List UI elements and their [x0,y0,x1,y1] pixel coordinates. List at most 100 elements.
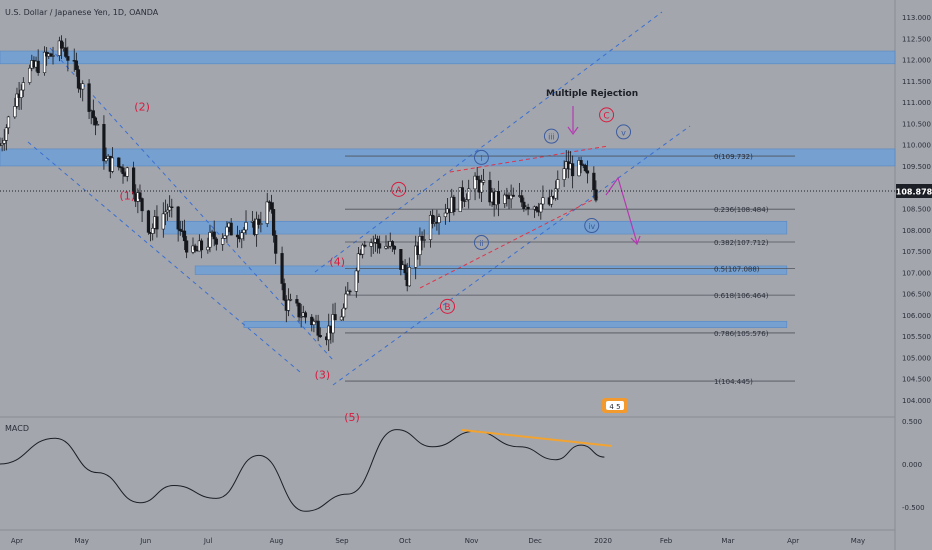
candle-body [339,316,344,321]
wave-label: (5) [344,411,360,424]
candle-body [585,170,590,174]
price-tick-label: 112.500 [902,35,931,43]
candle-body [49,53,53,57]
candle-body [418,236,422,256]
time-tick-label: Jun [139,537,151,545]
candle-body [74,60,78,71]
price-tick-label: 106.500 [902,291,931,299]
candle-body [390,241,394,247]
lower-channel-line[interactable] [332,125,691,386]
candle-body [2,140,6,144]
candle-body [522,201,526,209]
macd-line[interactable] [0,429,605,512]
candle-body [64,47,68,57]
time-tick-label: Apr [11,537,23,545]
macd-tick-label: 0.000 [902,461,922,469]
candle-body [341,307,346,318]
candle-body [176,206,180,230]
candle-body [59,40,64,49]
candle-body [310,316,314,326]
time-tick-label: Mar [721,537,734,545]
wave-label-circle [473,149,489,165]
candle-body [163,211,168,215]
candle-body [161,213,165,230]
candle-body [375,238,380,244]
candle-body [110,157,115,172]
candle-body [318,334,322,338]
time-tick-label: Aug [270,537,284,545]
support-resistance-zone[interactable] [243,320,788,328]
candle-body [76,69,81,89]
time-tick-label: 2020 [594,537,612,545]
candle-body [579,160,583,166]
candle-body [460,187,464,201]
candle-body [594,189,598,201]
candle-body [475,175,479,181]
candle-body [378,243,382,249]
candle-body [422,239,426,241]
candle-body [274,235,278,254]
candle-body [288,299,293,301]
candle-body [81,83,85,90]
projection-arrow[interactable] [605,176,641,246]
candle-body [361,244,365,255]
downtrend-upper-line[interactable] [49,47,334,361]
wave-label-circle [391,181,407,197]
candle-body [235,234,240,238]
rejection-arrow[interactable] [567,106,579,136]
candle-body [244,222,248,231]
last-price-tag: 108.878 [896,184,932,198]
candle-body [403,264,407,274]
candle-body [577,160,581,177]
candle-body [312,320,316,326]
time-tick-label: May [74,537,88,545]
price-tick-label: 113.000 [902,14,931,22]
candle-body [331,314,335,334]
time-tick-label: Nov [465,537,479,545]
candle-body [36,60,40,74]
candle-body [280,253,284,284]
fib-level-label: 0.236(108.484) [714,206,769,214]
downtrend-lower-line[interactable] [27,141,301,373]
wave-label-circle [543,128,559,144]
candle-body [13,106,17,118]
fibonacci-retracement[interactable]: 0(109.732) 0.236(108.484) 0.382(107.712) 0.… [345,153,795,386]
candle-body [229,222,233,236]
candle-body [19,89,23,98]
candle-body [556,179,560,190]
fib-level-label: 0.382(107.712) [714,239,769,247]
event-badge[interactable]: 4 5 [602,398,628,413]
candle-body [4,127,8,141]
candle-body [286,299,291,311]
candle-body [182,230,187,242]
time-tick-label: May [851,537,865,545]
time-axis[interactable]: Apr May Jun Jul Aug Sep Oct Nov Dec 2020 Feb Mar Apr… [11,537,865,545]
candle-body [562,168,566,180]
candle-body [592,172,596,191]
candle-body [151,227,155,234]
candle-body [121,167,125,174]
candle-body [505,194,509,197]
symbol-title: U.S. Dollar / Japanese Yen, 1D, OANDA [5,8,159,17]
candle-body [369,242,373,247]
price-tick-label: 111.000 [902,99,931,107]
candle-body [303,312,308,318]
candle-body [363,244,367,247]
candle-body [414,245,418,268]
support-resistance-zone[interactable] [0,148,896,167]
wave-label: B [444,303,450,313]
upper-channel-line[interactable] [314,11,663,273]
candle-body [117,157,121,168]
fib-level-label: 1(104.445) [714,378,753,386]
candle-body [554,188,558,199]
support-resistance-zone[interactable] [0,50,896,65]
candle-body [473,175,477,190]
macd-divergence-line[interactable] [461,429,613,447]
candle-body [146,210,151,233]
wave-label: iii [548,133,555,142]
wedge-upper-line[interactable] [449,145,609,173]
event-badge-text: 4 5 [609,403,620,411]
candle-body [178,228,182,232]
